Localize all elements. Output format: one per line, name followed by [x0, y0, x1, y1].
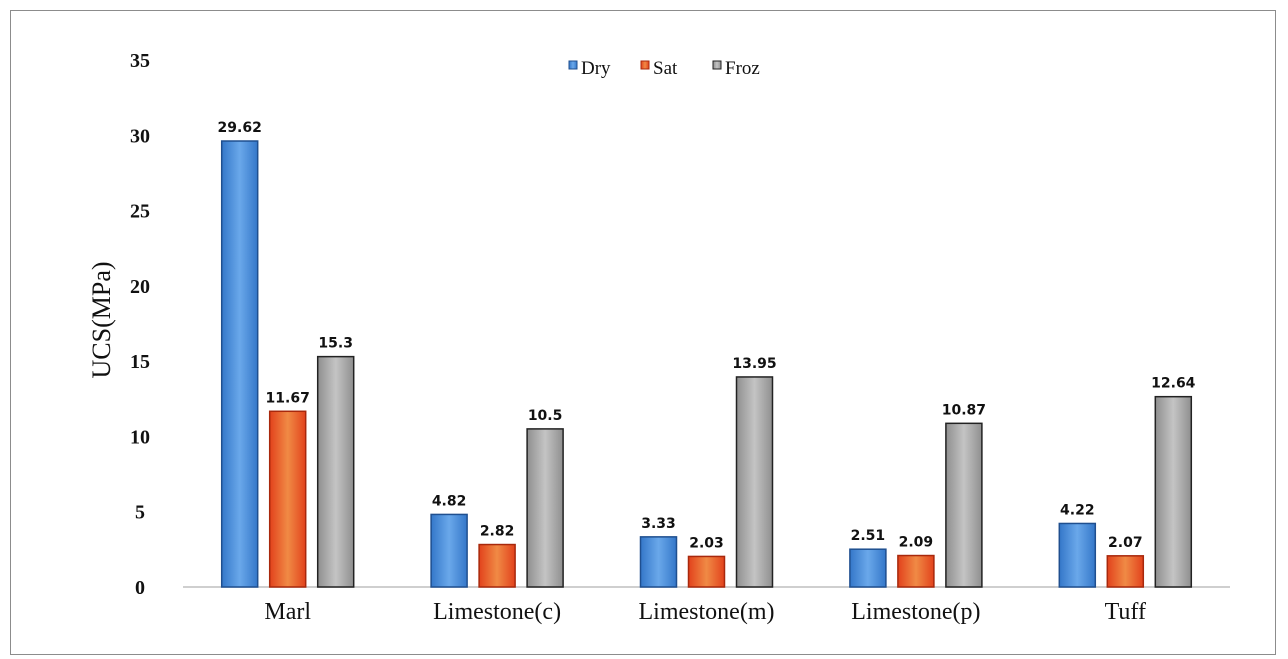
- data-label: 10.87: [942, 402, 986, 418]
- data-label: 2.51: [851, 528, 886, 544]
- data-label: 10.5: [528, 408, 563, 424]
- bar-froz: [526, 428, 564, 588]
- x-axis: Marl Limestone(c) Limestone(m) Limestone(p)…: [183, 586, 1230, 625]
- y-tick-label: 30: [130, 125, 150, 147]
- bar-dry: [1058, 522, 1097, 588]
- bar-sat: [1106, 555, 1145, 588]
- bar-froz: [735, 376, 774, 588]
- bar-sat: [687, 555, 726, 588]
- data-label: 11.67: [266, 390, 310, 406]
- x-tick-label: Limestone(c): [433, 599, 561, 625]
- bar-sat: [897, 554, 935, 588]
- data-label: 15.3: [318, 336, 353, 352]
- data-label: 29.62: [218, 120, 262, 136]
- data-label: 3.33: [641, 516, 676, 532]
- y-tick-label: 35: [130, 50, 150, 72]
- y-tick-label: 5: [135, 502, 145, 524]
- bar-dry: [220, 140, 259, 588]
- legend: Dry Sat Froz: [568, 58, 760, 79]
- bar-dry: [430, 513, 468, 588]
- bar-froz: [1154, 395, 1193, 588]
- legend-label-sat: Sat: [653, 58, 678, 79]
- bar-froz: [316, 355, 355, 588]
- bar-froz: [945, 422, 983, 588]
- data-label: 2.03: [689, 535, 724, 551]
- legend-swatch-dry: [568, 60, 578, 70]
- x-tick-label: Tuff: [1105, 599, 1146, 625]
- data-label: 4.82: [432, 493, 467, 509]
- legend-label-froz: Froz: [725, 58, 760, 79]
- y-tick-label: 0: [135, 577, 145, 599]
- data-label: 13.95: [732, 356, 776, 372]
- legend-swatch-froz: [712, 60, 722, 70]
- data-label: 2.82: [480, 524, 515, 540]
- bar-dry: [639, 536, 678, 588]
- bars: [220, 140, 1193, 588]
- bar-dry: [849, 548, 887, 588]
- x-tick-label: Marl: [264, 599, 311, 625]
- data-label: 4.22: [1060, 502, 1095, 518]
- bar-sat: [268, 410, 307, 588]
- data-label: 2.07: [1108, 535, 1143, 551]
- y-tick-label: 10: [130, 426, 150, 448]
- legend-label-dry: Dry: [581, 58, 611, 79]
- x-tick-label: Limestone(m): [639, 599, 775, 625]
- y-tick-label: 20: [130, 276, 150, 298]
- bar-sat: [478, 543, 516, 588]
- x-tick-label: Limestone(p): [851, 599, 980, 625]
- data-labels: 29.62 11.67 15.3 4.82 2.82 10.5 3.33 2.03 13.95 2…: [218, 120, 1196, 551]
- legend-swatch-sat: [640, 60, 650, 70]
- y-axis-label: UCS(MPa): [87, 261, 116, 378]
- y-axis: 0 5 10 15 20 25 30 35: [130, 50, 150, 599]
- y-tick-label: 25: [130, 201, 150, 223]
- y-tick-label: 15: [130, 351, 150, 373]
- data-label: 12.64: [1151, 376, 1196, 392]
- data-label: 2.09: [899, 535, 934, 551]
